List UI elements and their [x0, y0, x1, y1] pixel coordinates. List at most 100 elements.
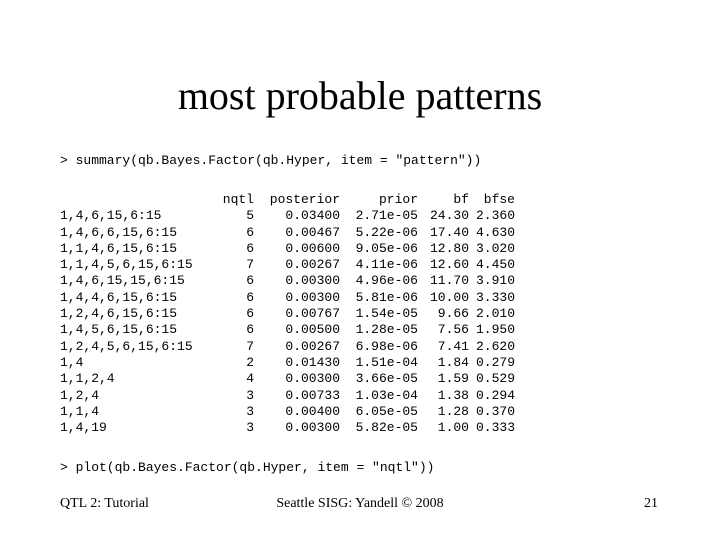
table-row: 1,4,19 3 0.00300 5.82e-05 1.00 0.333 — [60, 420, 515, 436]
cell-bfse: 4.450 — [475, 257, 515, 273]
cell-posterior: 0.00600 — [285, 240, 340, 256]
cell-prior: 1.28e-05 — [355, 322, 418, 338]
slide-title: most probable patterns — [177, 73, 543, 118]
header-nqtl: nqtl — [222, 192, 254, 207]
plot-command: > plot(qb.Bayes.Factor(qb.Hyper, item = … — [60, 460, 435, 475]
cell-nqtl: 6 — [246, 322, 254, 338]
cell-nqtl: 7 — [246, 338, 254, 354]
table-row: 1,2,4,5,6,15,6:15 7 0.00267 6.98e-06 7.41 2.6… — [60, 339, 515, 355]
cell-bf: 11.70 — [429, 273, 469, 289]
cell-posterior: 0.00267 — [285, 257, 340, 273]
cell-bf: 1.59 — [437, 371, 469, 387]
cell-pattern: 1,4 — [60, 354, 84, 370]
summary-command: > summary(qb.Bayes.Factor(qb.Hyper, item… — [60, 153, 482, 168]
cell-nqtl: 4 — [246, 371, 254, 387]
cell-pattern: 1,2,4,5,6,15,6:15 — [60, 338, 193, 354]
table-row: 1,2,4,6,15,6:15 6 0.00767 1.54e-05 9.66 2.010 — [60, 306, 515, 322]
cell-prior: 5.22e-06 — [355, 224, 418, 240]
cell-posterior: 0.01430 — [285, 354, 340, 370]
cell-posterior: 0.03400 — [285, 208, 340, 224]
cell-bf: 7.41 — [437, 338, 469, 354]
table-row: 1,4,6,15,6:15 5 0.03400 2.71e-05 24.30 2.360 — [60, 208, 515, 224]
page-number: 21 — [644, 496, 658, 511]
cell-nqtl: 6 — [246, 240, 254, 256]
table-row: 1,4,4,6,15,6:15 6 0.00300 5.81e-06 10.00 3.33… — [60, 290, 515, 306]
cell-posterior: 0.00733 — [285, 387, 340, 403]
cell-nqtl: 3 — [246, 403, 254, 419]
cell-nqtl: 6 — [246, 224, 254, 240]
cell-prior: 1.03e-04 — [355, 387, 418, 403]
cell-posterior: 0.00300 — [285, 371, 340, 387]
cell-nqtl: 3 — [246, 387, 254, 403]
cell-prior: 1.54e-05 — [355, 306, 418, 322]
table-row: 1,1,2,4 4 0.00300 3.66e-05 1.59 0.529 — [60, 371, 515, 387]
cell-pattern: 1,1,4,5,6,15,6:15 — [60, 257, 193, 273]
cell-prior: 5.82e-05 — [355, 420, 418, 436]
footer-course: QTL 2: Tutorial — [60, 496, 149, 511]
cell-nqtl: 5 — [246, 208, 254, 224]
cell-pattern: 1,1,4 — [60, 403, 100, 419]
table-row: 1,4,6,15,15,6:15 6 0.00300 4.96e-06 11.70 3.9… — [60, 273, 515, 289]
cell-nqtl: 6 — [246, 306, 254, 322]
cell-prior: 4.11e-06 — [355, 257, 418, 273]
cell-prior: 5.81e-06 — [355, 289, 418, 305]
cell-posterior: 0.00300 — [285, 289, 340, 305]
cell-nqtl: 6 — [246, 289, 254, 305]
table-row: 1,1,4,6,15,6:15 6 0.00600 9.05e-06 12.80 3.02… — [60, 241, 515, 257]
cell-pattern: 1,2,4,6,15,6:15 — [60, 306, 178, 322]
header-bfse: bfse — [483, 192, 515, 207]
cell-prior: 4.96e-06 — [355, 273, 418, 289]
header-posterior: posterior — [269, 192, 340, 207]
cell-pattern: 1,1,4,6,15,6:15 — [60, 240, 178, 256]
table-row: 1,2,4 3 0.00733 1.03e-04 1.38 0.294 — [60, 388, 515, 404]
table-row: 1,4,6,6,15,6:15 6 0.00467 5.22e-06 17.40 4.63… — [60, 225, 515, 241]
cell-bf: 24.30 — [429, 208, 469, 224]
cell-prior: 2.71e-05 — [355, 208, 418, 224]
cell-posterior: 0.00300 — [285, 420, 340, 436]
cell-bf: 7.56 — [437, 322, 469, 338]
cell-bfse: 0.294 — [475, 387, 515, 403]
table-row: 1,4 2 0.01430 1.51e-04 1.84 0.279 — [60, 355, 515, 371]
cell-posterior: 0.00267 — [285, 338, 340, 354]
cell-bf: 12.60 — [429, 257, 469, 273]
cell-bfse: 2.360 — [475, 208, 515, 224]
cell-bf: 12.80 — [429, 240, 469, 256]
cell-bf: 1.84 — [437, 354, 469, 370]
cell-bfse: 3.020 — [475, 240, 515, 256]
cell-pattern: 1,2,4 — [60, 387, 100, 403]
cell-pattern: 1,4,5,6,15,6:15 — [60, 322, 178, 338]
cell-bfse: 0.333 — [475, 420, 515, 436]
cell-pattern: 1,4,19 — [60, 420, 107, 436]
cell-bf: 17.40 — [429, 224, 469, 240]
header-prior: prior — [378, 192, 418, 207]
cell-nqtl: 6 — [246, 273, 254, 289]
cell-pattern: 1,4,4,6,15,6:15 — [60, 289, 178, 305]
cell-prior: 6.98e-06 — [355, 338, 418, 354]
cell-bfse: 0.279 — [475, 354, 515, 370]
table-row: 1,4,5,6,15,6:15 6 0.00500 1.28e-05 7.56 1.950 — [60, 322, 515, 338]
cell-bf: 1.28 — [437, 403, 469, 419]
cell-bfse: 4.630 — [475, 224, 515, 240]
cell-nqtl: 3 — [246, 420, 254, 436]
cell-bfse: 0.370 — [475, 403, 515, 419]
cell-bfse: 0.529 — [475, 371, 515, 387]
cell-bf: 10.00 — [429, 289, 469, 305]
cell-bfse: 2.620 — [475, 338, 515, 354]
cell-bfse: 1.950 — [475, 322, 515, 338]
pattern-table: nqtl posterior prior bf bfse 1,4,6,15,6:… — [60, 192, 515, 436]
cell-posterior: 0.00400 — [285, 403, 340, 419]
footer-credit: Seattle SISG: Yandell © 2008 — [276, 496, 444, 511]
cell-bf: 1.38 — [437, 387, 469, 403]
header-pattern — [60, 192, 210, 208]
cell-posterior: 0.00767 — [285, 306, 340, 322]
cell-prior: 9.05e-06 — [355, 240, 418, 256]
cell-pattern: 1,4,6,6,15,6:15 — [60, 224, 178, 240]
cell-pattern: 1,4,6,15,15,6:15 — [60, 273, 185, 289]
table-body: 1,4,6,15,6:15 5 0.03400 2.71e-05 24.30 2.360 1… — [60, 208, 515, 436]
table-header-row: nqtl posterior prior bf bfse — [60, 192, 515, 208]
cell-posterior: 0.00500 — [285, 322, 340, 338]
cell-nqtl: 7 — [246, 257, 254, 273]
cell-pattern: 1,1,2,4 — [60, 371, 115, 387]
header-bf: bf — [453, 192, 469, 207]
table-row: 1,1,4,5,6,15,6:15 7 0.00267 4.11e-06 12.60 4.… — [60, 257, 515, 273]
